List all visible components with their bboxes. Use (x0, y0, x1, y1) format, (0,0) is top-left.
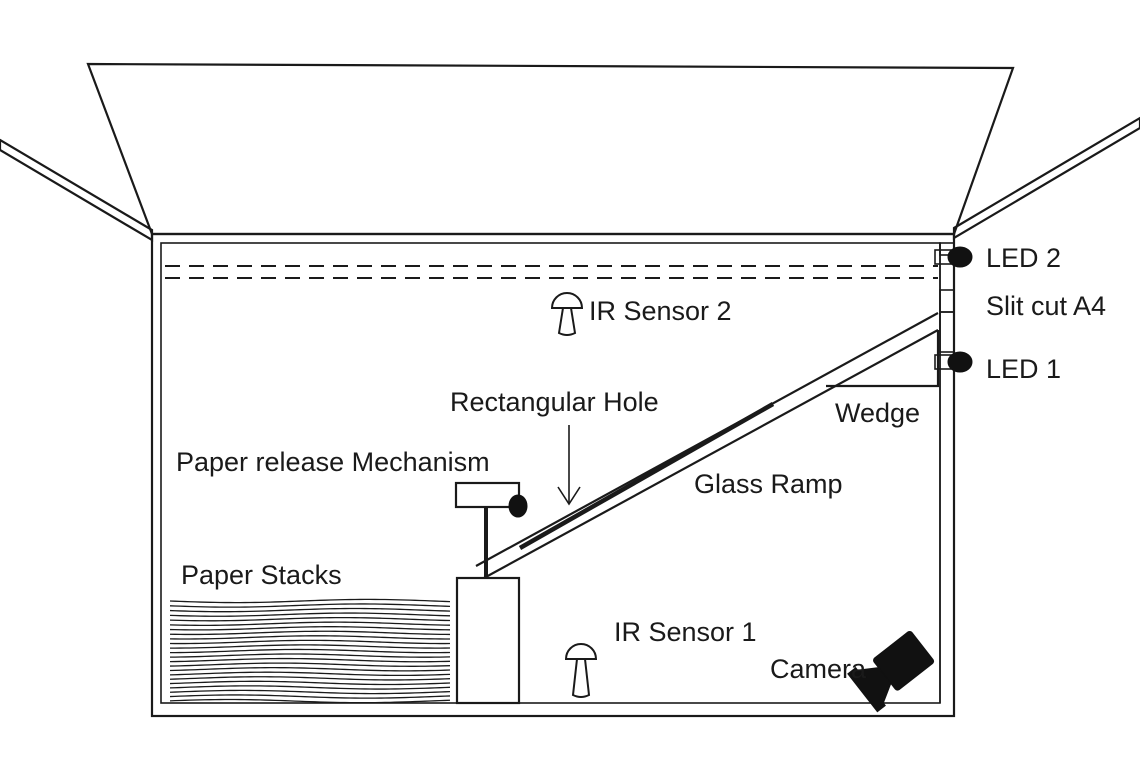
label-wedge: Wedge (835, 398, 920, 428)
label-ir-sensor-1: IR Sensor 1 (614, 617, 757, 647)
rectangular-hole-slot (518, 402, 775, 550)
label-led-1: LED 1 (986, 354, 1061, 384)
slit-dashed-lines (165, 265, 938, 279)
rectangular-hole-arrow (557, 425, 581, 506)
paper-sheet-line (169, 639, 451, 645)
paper-sheet-line (169, 630, 451, 636)
paper-sheet-line (169, 676, 451, 681)
ir-sensor-1 (564, 643, 598, 698)
paper-sheet-line (169, 607, 451, 613)
box-left-flap (0, 138, 154, 242)
paper-sheet-line (169, 603, 451, 608)
paper-sheet-line (169, 616, 451, 622)
box-lid (0, 62, 1140, 242)
led-1 (934, 351, 973, 373)
box-body (150, 232, 956, 718)
paper-sheet-line (169, 657, 451, 663)
box-back-flap (86, 62, 1015, 236)
paper-sheet-line (169, 671, 451, 677)
ir-sensor-icon (550, 292, 584, 336)
paper-sheet-line (169, 685, 451, 690)
label-paper-release: Paper release Mechanism (176, 447, 490, 477)
camera-icon (847, 630, 935, 713)
label-ir-sensor-2: IR Sensor 2 (589, 296, 732, 326)
paper-sheet-line (169, 598, 451, 604)
ir-sensor-icon (564, 643, 598, 698)
paper-sheet-line (169, 680, 451, 686)
led-2 (934, 246, 973, 268)
label-paper-stacks: Paper Stacks (181, 560, 342, 590)
paper-sheet-line (169, 698, 451, 704)
ramp-support-pillar (455, 576, 521, 705)
paper-sheet-line (169, 662, 451, 667)
label-rectangular-hole: Rectangular Hole (450, 387, 659, 417)
box-outer-wall (150, 232, 956, 718)
label-camera: Camera (770, 654, 867, 684)
ir-sensor-2 (550, 292, 584, 336)
paper-sheet-line (170, 644, 451, 649)
box-right-flap (952, 116, 1140, 240)
paper-sheet-line (169, 626, 451, 631)
paper-release-mechanism (454, 481, 528, 578)
label-slit-cut: Slit cut A4 (986, 291, 1106, 321)
release-motor-icon (508, 494, 528, 518)
led-icon (947, 246, 973, 268)
paper-sheet-line (169, 635, 451, 640)
paper-sheet-line (169, 689, 451, 695)
paper-sheet-line (169, 648, 451, 654)
paper-sheet-line (169, 612, 451, 617)
paper-sheet-line (169, 694, 451, 699)
label-glass-ramp: Glass Ramp (694, 469, 843, 499)
paper-sheet-line (169, 621, 451, 627)
paper-stacks (169, 598, 451, 704)
paper-sheet-line (169, 666, 451, 672)
label-led-2: LED 2 (986, 243, 1061, 273)
led-icon (947, 351, 973, 373)
wedge (826, 330, 940, 388)
glass-ramp (475, 312, 939, 579)
paper-sheet-line (169, 653, 451, 658)
